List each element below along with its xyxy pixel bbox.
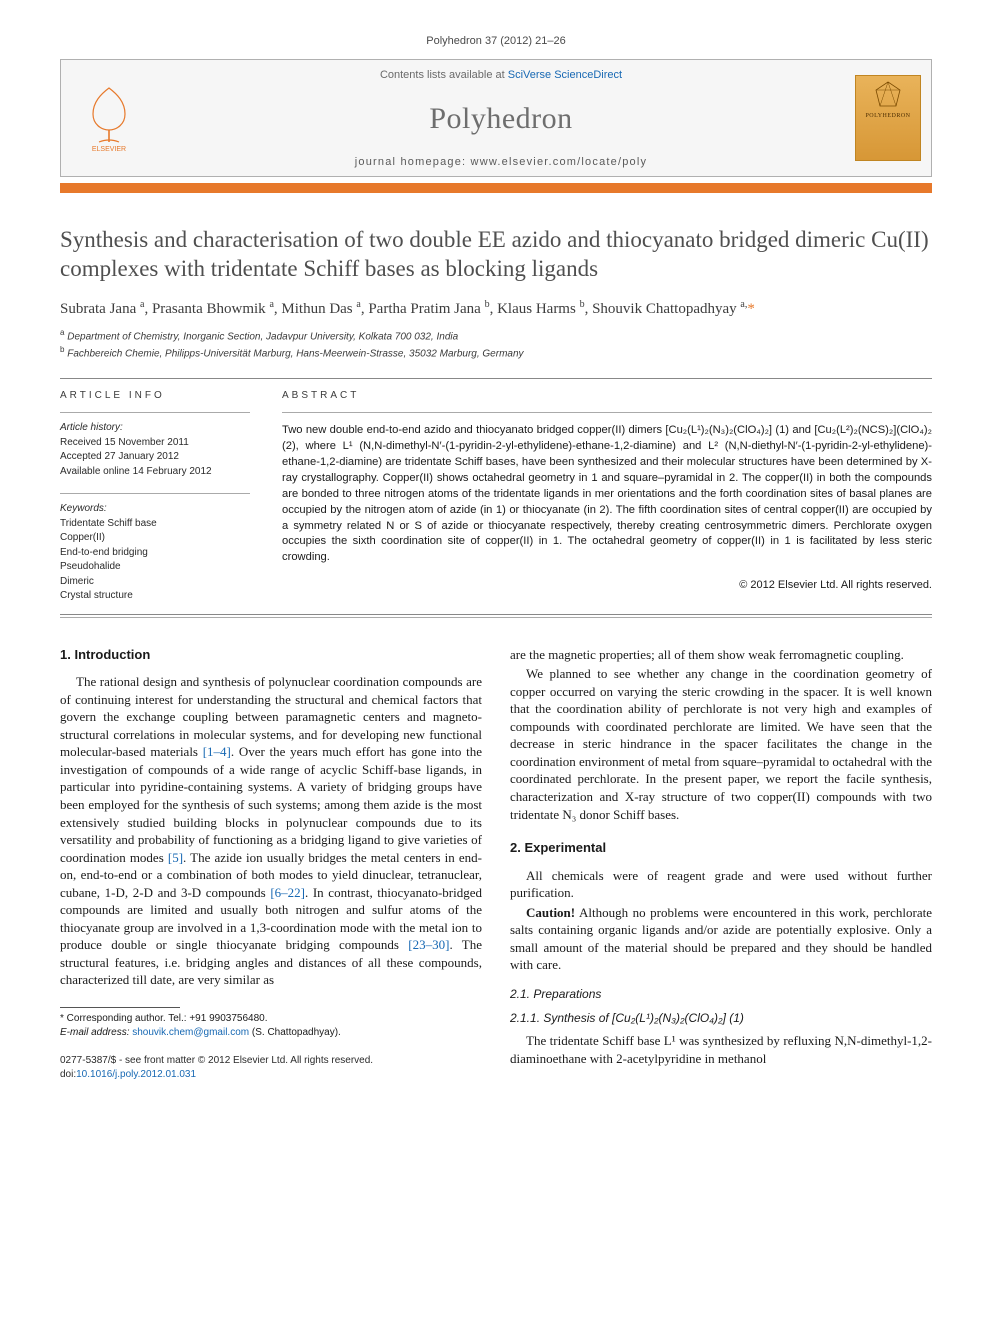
journal-cover-thumb: POLYHEDRON xyxy=(845,60,931,176)
email-suffix: (S. Chattopadhyay). xyxy=(249,1027,341,1038)
ref-link[interactable]: [1–4] xyxy=(203,744,231,759)
abstract-head: ABSTRACT xyxy=(282,379,932,414)
section-1-para-3: We planned to see whether any change in … xyxy=(510,665,932,823)
issn-line: 0277-5387/$ - see front matter © 2012 El… xyxy=(60,1054,482,1068)
cover-label: POLYHEDRON xyxy=(865,112,910,120)
article-history: Article history: Received 15 November 20… xyxy=(60,413,250,494)
footnotes: * Corresponding author. Tel.: +91 990375… xyxy=(60,1012,482,1040)
article-info-head: ARTICLE INFO xyxy=(60,379,250,414)
ref-link[interactable]: [5] xyxy=(168,850,183,865)
section-2-caution: Caution! Although no problems were encou… xyxy=(510,904,932,974)
history-label: Article history: xyxy=(60,421,250,436)
keywords-label: Keywords: xyxy=(60,502,250,517)
affiliation-a: a Department of Chemistry, Inorganic Sec… xyxy=(60,327,932,344)
section-2-1-head: 2.1. Preparations xyxy=(510,986,932,1002)
keywords-block: Keywords: Tridentate Schiff base Copper(… xyxy=(60,494,250,614)
section-1-head: 1. Introduction xyxy=(60,646,482,664)
history-online: Available online 14 February 2012 xyxy=(60,465,250,480)
accent-bar xyxy=(60,183,932,193)
email-label: E-mail address: xyxy=(60,1027,129,1038)
keyword: Tridentate Schiff base xyxy=(60,517,250,532)
affiliation-b: b Fachbereich Chemie, Philipps-Universit… xyxy=(60,344,932,361)
footnote-rule xyxy=(60,1007,180,1008)
corresponding-author: * Corresponding author. Tel.: +91 990375… xyxy=(60,1012,482,1026)
homepage-url[interactable]: www.elsevier.com/locate/poly xyxy=(471,156,648,168)
divider xyxy=(60,614,932,615)
contents-prefix: Contents lists available at xyxy=(380,69,508,81)
abstract-text: Two new double end-to-end azido and thio… xyxy=(282,413,932,574)
journal-title: Polyhedron xyxy=(429,99,572,140)
copyright-line: © 2012 Elsevier Ltd. All rights reserved… xyxy=(282,574,932,593)
polyhedron-icon xyxy=(873,80,903,110)
section-1-para-1: The rational design and synthesis of pol… xyxy=(60,673,482,989)
elsevier-tree-icon: ELSEVIER xyxy=(79,84,139,152)
divider xyxy=(60,617,932,618)
section-2-para-1: All chemicals were of reagent grade and … xyxy=(510,867,932,902)
keyword: Dimeric xyxy=(60,575,250,590)
keyword: End-to-end bridging xyxy=(60,546,250,561)
sciencedirect-link[interactable]: SciVerse ScienceDirect xyxy=(508,69,622,81)
section-2-1-1-head: 2.1.1. Synthesis of [Cu₂(L¹)₂(N₃)₂(ClO₄)… xyxy=(510,1010,932,1026)
section-2-1-1-para: The tridentate Schiff base L¹ was synthe… xyxy=(510,1032,932,1067)
ref-link[interactable]: [6–22] xyxy=(270,885,305,900)
publisher-name: ELSEVIER xyxy=(92,146,126,152)
citation-line: Polyhedron 37 (2012) 21–26 xyxy=(60,34,932,49)
contents-available: Contents lists available at SciVerse Sci… xyxy=(380,68,622,83)
doi-prefix: doi: xyxy=(60,1069,76,1080)
bottom-meta: 0277-5387/$ - see front matter © 2012 El… xyxy=(60,1054,482,1082)
keyword: Pseudohalide xyxy=(60,560,250,575)
caution-label: Caution! xyxy=(526,905,575,920)
section-2-head: 2. Experimental xyxy=(510,839,932,857)
body-two-column: 1. Introduction The rational design and … xyxy=(60,646,932,1082)
keyword: Copper(II) xyxy=(60,531,250,546)
section-1-para-2: are the magnetic properties; all of them… xyxy=(510,646,932,664)
history-accepted: Accepted 27 January 2012 xyxy=(60,450,250,465)
homepage-prefix: journal homepage: xyxy=(355,156,471,168)
ref-link[interactable]: [23–30] xyxy=(408,937,449,952)
journal-homepage: journal homepage: www.elsevier.com/locat… xyxy=(355,155,647,170)
email-link[interactable]: shouvik.chem@gmail.com xyxy=(132,1027,249,1038)
journal-banner: ELSEVIER Contents lists available at Sci… xyxy=(60,59,932,177)
publisher-logo: ELSEVIER xyxy=(61,60,157,176)
keyword: Crystal structure xyxy=(60,589,250,604)
article-title: Synthesis and characterisation of two do… xyxy=(60,225,932,284)
doi-link[interactable]: 10.1016/j.poly.2012.01.031 xyxy=(76,1069,196,1080)
author-list: Subrata Jana a, Prasanta Bhowmik a, Mith… xyxy=(60,298,932,319)
history-received: Received 15 November 2011 xyxy=(60,436,250,451)
